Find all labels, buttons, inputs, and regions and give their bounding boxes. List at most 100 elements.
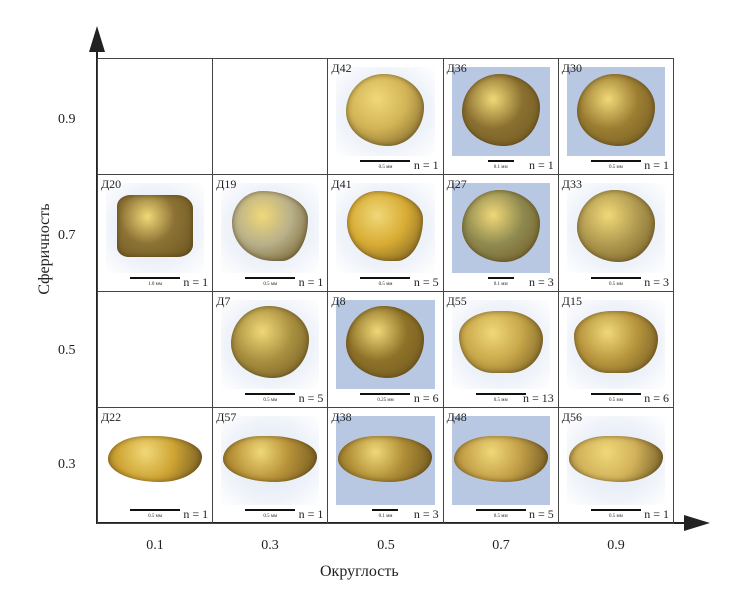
scale-bar — [590, 276, 641, 279]
scale-bar — [372, 509, 399, 511]
gold-grain-image — [573, 311, 658, 374]
sample-count: n = 1 — [413, 158, 439, 173]
scale-bar — [360, 160, 411, 163]
scale-label: 0.5 мм — [263, 397, 278, 403]
scale-label: 0.5 мм — [608, 514, 623, 519]
grain-cell: Д33 n = 3 0.5 мм — [557, 175, 673, 292]
scale-label: 0.1 мм — [493, 281, 508, 287]
sample-label: Д55 — [446, 293, 467, 308]
scale-label: 0.25 мм — [377, 397, 394, 403]
scale-label: 0.5 мм — [148, 514, 163, 519]
sample-count: n = 1 — [298, 507, 324, 521]
grain-cell: Д15 n = 6 0.5 мм — [557, 291, 673, 408]
grain-photo — [221, 299, 320, 389]
grain-photo — [106, 416, 204, 505]
scale-bar — [590, 160, 641, 163]
scale-label: 0.5 мм — [378, 165, 393, 171]
gold-grain-image — [576, 73, 655, 146]
gold-grain-image — [231, 306, 310, 379]
x-axis-title: Округлость — [320, 563, 399, 580]
gold-grain-image — [568, 435, 663, 482]
grain-cell: Д42 n = 1 0.5 мм — [327, 59, 443, 176]
gold-grain-image — [453, 435, 548, 482]
scale-label: 0.5 мм — [263, 281, 278, 287]
sample-label: Д20 — [101, 177, 122, 192]
y-tick: 0.3 — [58, 457, 76, 472]
sample-count: n = 1 — [529, 158, 554, 173]
empty-cell — [97, 59, 213, 176]
grain-cell: Д56 n = 1 0.5 мм — [557, 407, 673, 524]
grain-photo — [566, 67, 665, 157]
scale-bar — [245, 509, 296, 511]
scale-bar — [360, 392, 411, 395]
grain-cell: Д19 n = 1 0.5 мм — [212, 175, 328, 292]
scale-bar — [130, 276, 181, 279]
grain-cell: Д27 n = 3 0.1 мм — [442, 175, 558, 292]
sample-count: n = 5 — [529, 507, 554, 521]
scale-label: 0.5 мм — [493, 397, 508, 403]
grain-photo — [221, 415, 320, 505]
grain-cell: Д38 n = 3 0.1 мм — [327, 407, 443, 524]
sample-label: Д19 — [216, 177, 237, 192]
gold-grain-image — [338, 435, 433, 482]
sample-label: Д48 — [446, 409, 467, 424]
sample-count: n = 1 — [183, 274, 209, 289]
sample-label: Д42 — [331, 61, 352, 75]
grain-photo — [336, 415, 435, 505]
sample-label: Д38 — [331, 409, 352, 424]
sample-label: Д30 — [561, 61, 582, 75]
sample-count: n = 3 — [644, 274, 669, 289]
x-tick: 0.3 — [261, 538, 279, 553]
grain-cell: Д20 n = 1 1.0 мм — [97, 175, 213, 292]
grain-cell: Д41 n = 5 0.5 мм — [327, 175, 443, 292]
grain-cell: Д30 n = 1 0.5 мм — [557, 59, 673, 176]
sample-count: n = 5 — [298, 390, 324, 405]
x-tick: 0.7 — [492, 538, 510, 553]
sample-label: Д22 — [101, 409, 122, 424]
grain-photo — [451, 415, 550, 505]
gold-grain-image — [108, 435, 203, 482]
gold-grain-image — [117, 195, 194, 258]
x-tick: 0.1 — [146, 538, 164, 553]
sample-label: Д27 — [446, 177, 467, 192]
scale-label: 0.5 мм — [493, 514, 508, 519]
grain-photo — [336, 299, 435, 389]
sample-label: Д33 — [561, 177, 582, 192]
gold-grain-image — [346, 306, 425, 379]
empty-cell — [212, 59, 328, 176]
gold-grain-image — [576, 190, 655, 263]
sample-count: n = 1 — [644, 158, 669, 173]
sample-count: n = 3 — [413, 507, 439, 521]
sample-label: Д7 — [216, 293, 231, 308]
grain-photo — [451, 183, 550, 273]
grain-cell: Д22 n = 1 0.5 мм — [97, 407, 213, 524]
y-tick: 0.9 — [58, 112, 76, 127]
gold-grain-image — [458, 311, 543, 374]
scale-bar — [590, 392, 641, 395]
sample-label: Д41 — [331, 177, 352, 192]
gold-grain-image — [223, 435, 318, 482]
sample-label: Д56 — [561, 409, 582, 424]
sample-count: n = 1 — [183, 507, 209, 521]
scale-bar — [130, 509, 181, 511]
scale-label: 0.1 мм — [493, 165, 508, 171]
sample-label: Д15 — [561, 293, 582, 308]
grain-cell: Д7 n = 5 0.5 мм — [212, 291, 328, 408]
scale-label: 0.5 мм — [608, 397, 623, 403]
grain-grid: Д42 n = 1 0.5 мм Д36 n = 1 0.1 мм Д30 n = 1 0.5 … — [97, 58, 674, 524]
sample-count: n = 6 — [644, 390, 669, 405]
gold-grain-image — [461, 73, 540, 146]
grain-photo — [566, 299, 665, 389]
scale-bar — [475, 392, 526, 395]
scale-label: 0.5 мм — [263, 514, 278, 519]
grain-photo — [451, 299, 550, 389]
scale-label: 0.1 мм — [378, 514, 393, 519]
gold-grain-image — [461, 190, 540, 263]
grain-photo — [566, 183, 665, 273]
scale-bar — [245, 392, 296, 395]
gold-grain-image — [232, 191, 309, 262]
gold-grain-image — [347, 191, 424, 262]
sample-label: Д8 — [331, 293, 346, 308]
y-tick: 0.7 — [58, 228, 76, 243]
y-axis-arrow — [89, 26, 105, 52]
